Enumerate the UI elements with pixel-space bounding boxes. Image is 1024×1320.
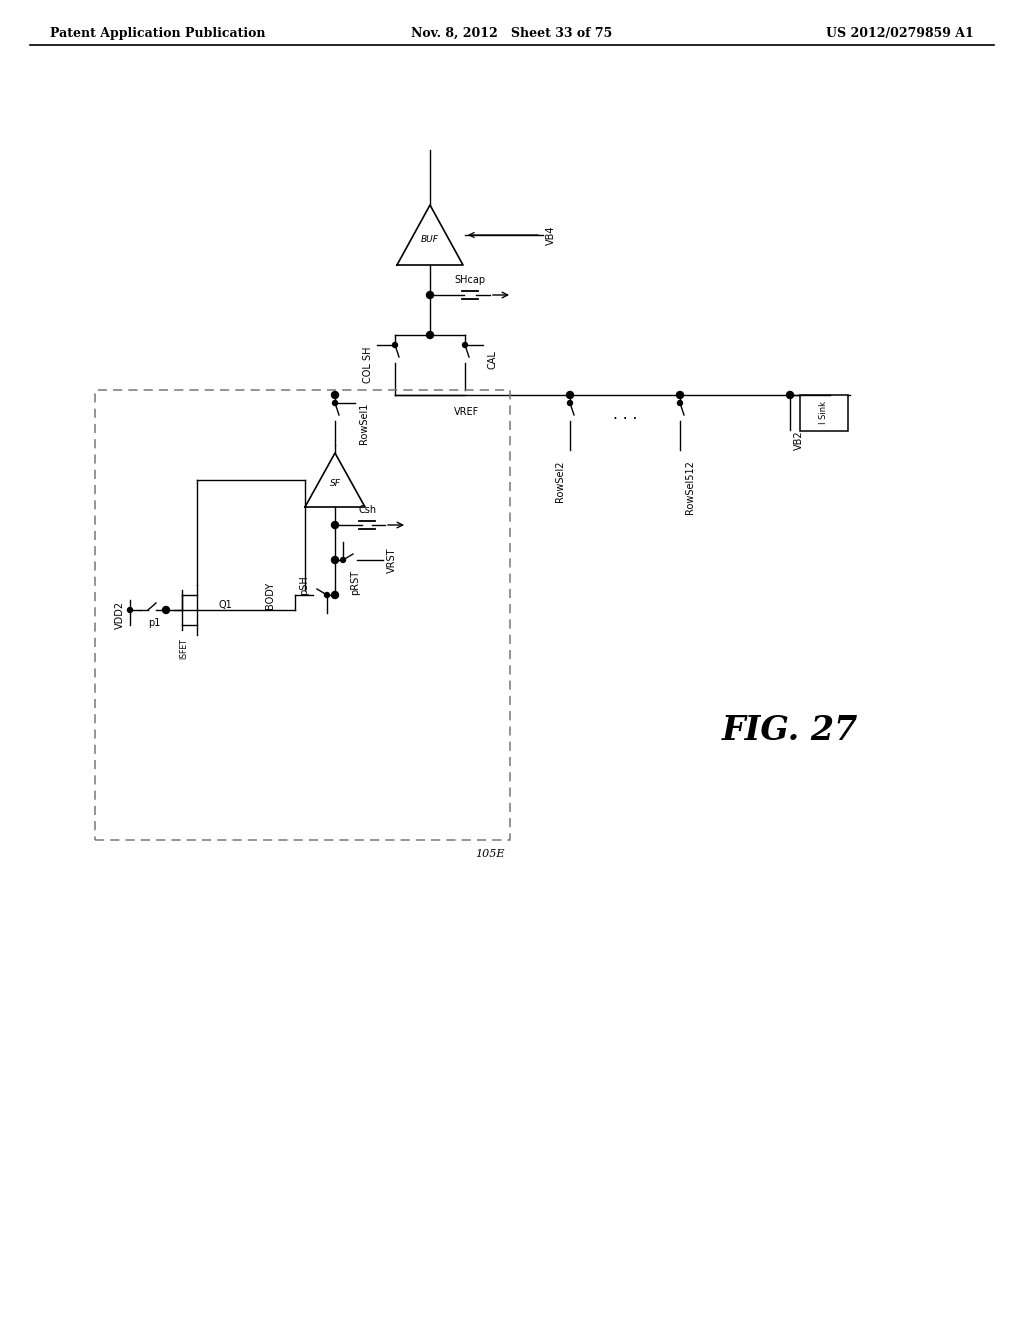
Text: RowSel2: RowSel2 bbox=[555, 459, 565, 502]
Text: pSH: pSH bbox=[299, 576, 309, 595]
Text: BUF: BUF bbox=[421, 235, 439, 243]
Circle shape bbox=[332, 591, 339, 598]
Text: BODY: BODY bbox=[265, 581, 275, 609]
Text: VB2: VB2 bbox=[794, 430, 804, 450]
Text: ISFET: ISFET bbox=[179, 638, 188, 659]
Circle shape bbox=[341, 557, 345, 562]
Text: · · ·: · · · bbox=[612, 412, 637, 428]
Circle shape bbox=[332, 392, 339, 399]
Text: p1: p1 bbox=[147, 618, 160, 628]
Circle shape bbox=[677, 392, 683, 399]
Text: SF: SF bbox=[330, 479, 340, 488]
Text: pRST: pRST bbox=[350, 570, 360, 595]
Circle shape bbox=[463, 342, 468, 347]
Circle shape bbox=[333, 400, 338, 405]
Circle shape bbox=[786, 392, 794, 399]
Circle shape bbox=[332, 521, 339, 528]
Text: Nov. 8, 2012   Sheet 33 of 75: Nov. 8, 2012 Sheet 33 of 75 bbox=[412, 26, 612, 40]
Text: RowSel512: RowSel512 bbox=[685, 459, 695, 513]
Text: Patent Application Publication: Patent Application Publication bbox=[50, 26, 265, 40]
Text: VB4: VB4 bbox=[546, 226, 556, 244]
Text: Q1: Q1 bbox=[218, 601, 231, 610]
Circle shape bbox=[325, 593, 330, 598]
Text: US 2012/0279859 A1: US 2012/0279859 A1 bbox=[826, 26, 974, 40]
Text: SHcap: SHcap bbox=[455, 275, 485, 285]
Bar bbox=[800, 395, 848, 432]
Text: I Sink: I Sink bbox=[819, 401, 828, 425]
Circle shape bbox=[567, 400, 572, 405]
Text: 105E: 105E bbox=[475, 849, 505, 859]
Circle shape bbox=[427, 292, 433, 298]
Circle shape bbox=[392, 342, 397, 347]
Text: COL SH: COL SH bbox=[362, 347, 373, 383]
Text: VDD2: VDD2 bbox=[115, 601, 125, 630]
Text: FIG. 27: FIG. 27 bbox=[722, 714, 858, 747]
Text: Csh: Csh bbox=[359, 506, 377, 515]
Circle shape bbox=[427, 331, 433, 338]
Circle shape bbox=[566, 392, 573, 399]
Circle shape bbox=[163, 606, 170, 614]
Circle shape bbox=[128, 607, 132, 612]
Circle shape bbox=[332, 557, 339, 564]
Text: RowSel1: RowSel1 bbox=[359, 403, 369, 444]
Text: VRST: VRST bbox=[387, 548, 397, 573]
Text: CAL: CAL bbox=[487, 351, 497, 370]
Text: VREF: VREF bbox=[455, 407, 479, 417]
Circle shape bbox=[678, 400, 683, 405]
